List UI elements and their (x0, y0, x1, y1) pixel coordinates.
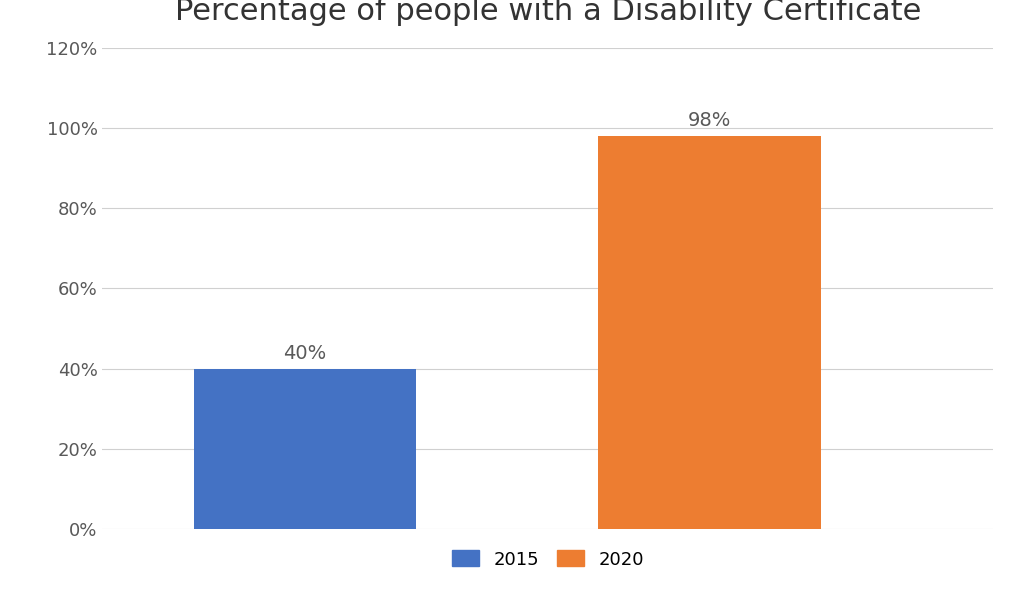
Bar (598, 136, 821, 529)
Bar (194, 368, 416, 529)
Legend: 2015, 2020: 2015, 2020 (442, 542, 653, 578)
Text: 40%: 40% (284, 344, 327, 362)
Text: 98%: 98% (688, 111, 731, 130)
Title: Percentage of people with a Disability Certificate: Percentage of people with a Disability C… (175, 0, 921, 26)
